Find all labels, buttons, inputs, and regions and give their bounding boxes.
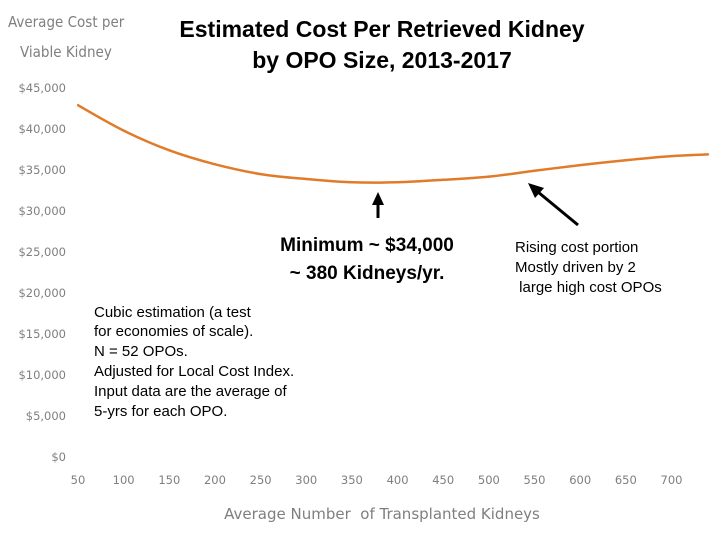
y-axis-title-line-2: Viable Kidney (20, 43, 112, 61)
data-point (533, 169, 536, 173)
y-tick-label: $10,000 (18, 368, 66, 382)
method-note-line-5: Input data are the average of (94, 383, 287, 400)
x-tick-label: 650 (615, 473, 637, 487)
method-note-line-4: Adjusted for Local Cost Index. (94, 363, 294, 380)
data-point (122, 129, 125, 132)
y-axis-title-line-1: Average Cost per (8, 13, 125, 31)
data-point (624, 158, 628, 162)
data-point (670, 154, 673, 158)
x-tick-label: 300 (295, 473, 317, 487)
chart-title: Estimated Cost Per Retrieved Kidney (179, 16, 584, 42)
x-tick-label: 50 (71, 473, 86, 487)
x-tick-label: 250 (250, 473, 272, 487)
x-axis-title: Average Number of Transplanted Kidneys (224, 505, 540, 523)
rising-cost-arrow (528, 183, 579, 227)
data-point (213, 163, 217, 166)
x-axis-ticks: 50 100 150 200 250 300 350 400 450 500 550 600 650 70… (71, 473, 683, 487)
x-tick-label: 600 (569, 473, 591, 487)
x-tick-label: 350 (341, 473, 363, 487)
method-note: Cubic estimation (a test for economies o… (94, 304, 294, 420)
y-tick-label: $45,000 (18, 81, 66, 95)
minimum-arrow (372, 192, 384, 218)
rising-annotation-line-3: large high cost OPOs (515, 279, 662, 296)
y-tick-label: $25,000 (18, 245, 66, 259)
y-tick-label: $40,000 (18, 122, 66, 136)
data-point (259, 172, 262, 176)
chart-subtitle: by OPO Size, 2013-2017 (252, 47, 512, 73)
minimum-annotation-line-1: Minimum ~ $34,000 (280, 235, 454, 256)
x-tick-label: 100 (113, 473, 135, 487)
data-point (578, 163, 582, 167)
rising-annotation-line-1: Rising cost portion (515, 239, 638, 256)
y-tick-label: $20,000 (18, 286, 66, 300)
x-tick-label: 200 (204, 473, 226, 487)
data-point (706, 153, 710, 156)
data-point (305, 177, 308, 181)
data-point (76, 104, 80, 107)
rising-annotation-line-2: Mostly driven by 2 (515, 259, 636, 276)
x-tick-label: 700 (661, 473, 683, 487)
x-tick-label: 450 (432, 473, 454, 487)
method-note-line-3: N = 52 OPOs. (94, 343, 188, 360)
series-layer (76, 104, 710, 184)
method-note-line-2: for economies of scale). (94, 323, 253, 340)
x-tick-label: 550 (524, 473, 546, 487)
x-tick-label: 150 (158, 473, 180, 487)
data-point (487, 175, 491, 178)
x-tick-label: 500 (478, 473, 500, 487)
y-tick-label: $5,000 (26, 409, 66, 423)
y-axis-ticks: $0 $5,000 $10,000 $15,000 $20,000 $25,000 $30,… (18, 81, 66, 464)
y-tick-label: $0 (51, 450, 66, 464)
minimum-annotation-line-2: ~ 380 Kidneys/yr. (290, 263, 445, 284)
y-tick-label: $30,000 (18, 204, 66, 218)
data-point (350, 181, 354, 184)
data-point (168, 149, 171, 152)
series-line-0 (77, 104, 709, 184)
method-note-line-1: Cubic estimation (a test (94, 304, 252, 321)
data-point (442, 178, 445, 182)
y-tick-label: $15,000 (18, 327, 66, 341)
method-note-line-6: 5-yrs for each OPO. (94, 403, 227, 420)
y-tick-label: $35,000 (18, 163, 66, 177)
data-point (396, 181, 399, 184)
x-tick-label: 400 (387, 473, 409, 487)
